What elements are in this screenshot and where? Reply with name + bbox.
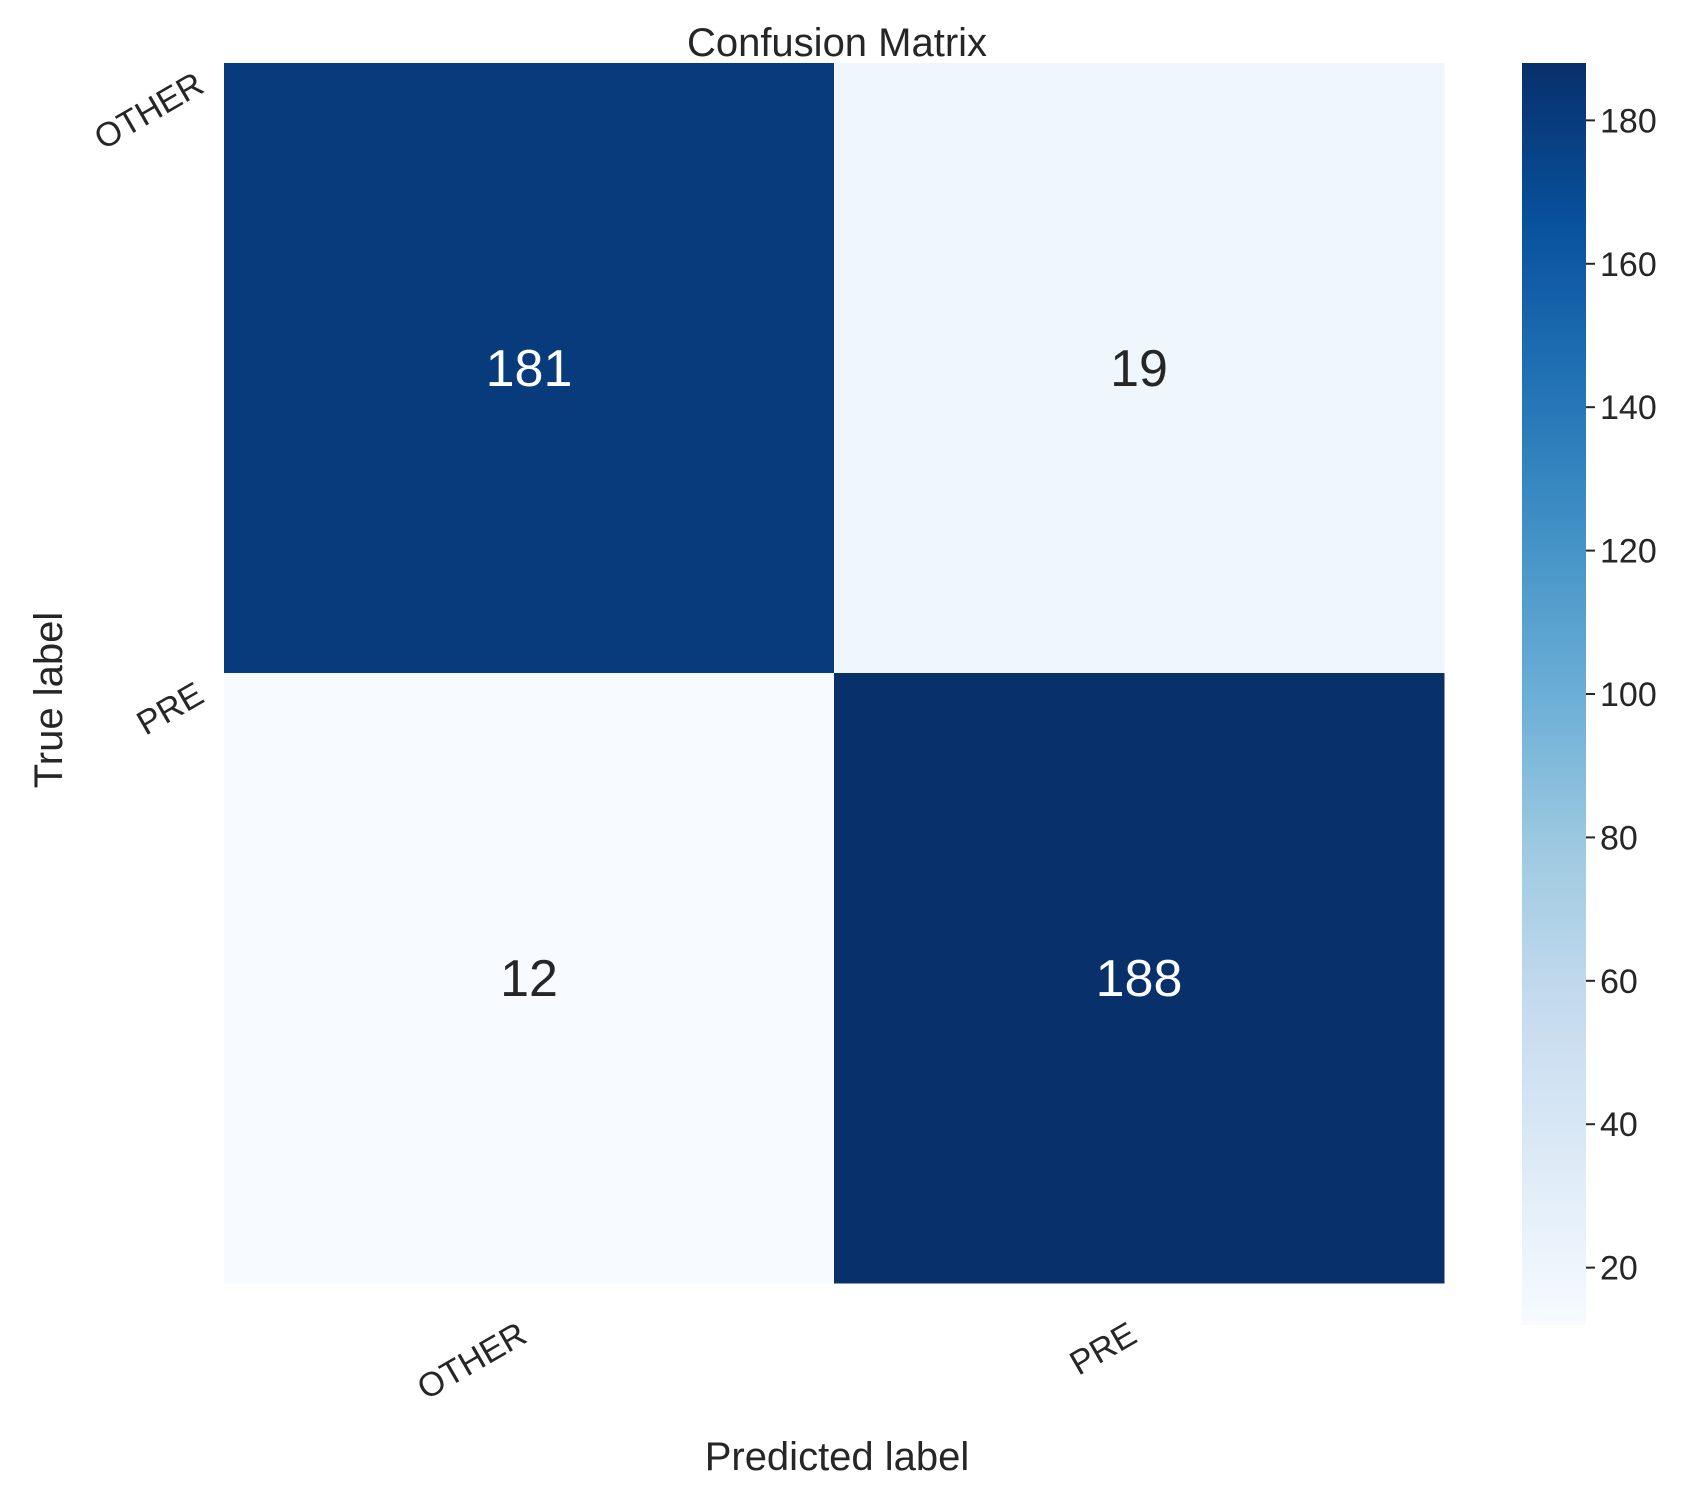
cell-value-label: 181 — [486, 340, 573, 398]
cell-value-label: 12 — [500, 950, 558, 1008]
colorbar-ticks: 20 40 60 80 100 120 140 160 180 — [1586, 102, 1657, 1288]
colorbar-tick-label: 40 — [1600, 1106, 1638, 1144]
heatmap-cell — [834, 673, 1445, 1284]
cell-value-label: 19 — [1110, 340, 1168, 398]
heatmap-cell — [224, 63, 835, 674]
x-tick-label: PRE — [1063, 1315, 1143, 1383]
colorbar-tick-label: 80 — [1600, 819, 1638, 857]
y-tick-label: PRE — [130, 675, 210, 743]
x-tick-labels: OTHER PRE — [411, 1315, 1143, 1407]
y-axis-label: True label — [27, 612, 71, 788]
colorbar-tick-label: 60 — [1600, 963, 1638, 1001]
x-axis-label: Predicted label — [705, 1435, 970, 1479]
colorbar-tick-label: 160 — [1600, 246, 1657, 284]
y-tick-label: OTHER — [88, 65, 210, 157]
colorbar-tick-label: 180 — [1600, 102, 1657, 140]
x-tick-label: OTHER — [411, 1315, 533, 1407]
colorbar-tick-label: 120 — [1600, 533, 1657, 571]
colorbar-tick-label: 140 — [1600, 389, 1657, 427]
colorbar-tick-label: 20 — [1600, 1250, 1638, 1288]
chart-title: Confusion Matrix — [687, 21, 987, 65]
cell-value-label: 188 — [1096, 950, 1183, 1008]
colorbar-tick-label: 100 — [1600, 676, 1657, 714]
y-tick-labels: OTHER PRE — [88, 65, 210, 743]
heatmap-cell — [834, 63, 1445, 674]
heatmap-cell — [224, 673, 835, 1284]
heatmap-cells — [224, 63, 1445, 1284]
heatmap-cell-labels: 181 19 12 188 — [486, 340, 1183, 1008]
colorbar — [1522, 63, 1586, 1325]
